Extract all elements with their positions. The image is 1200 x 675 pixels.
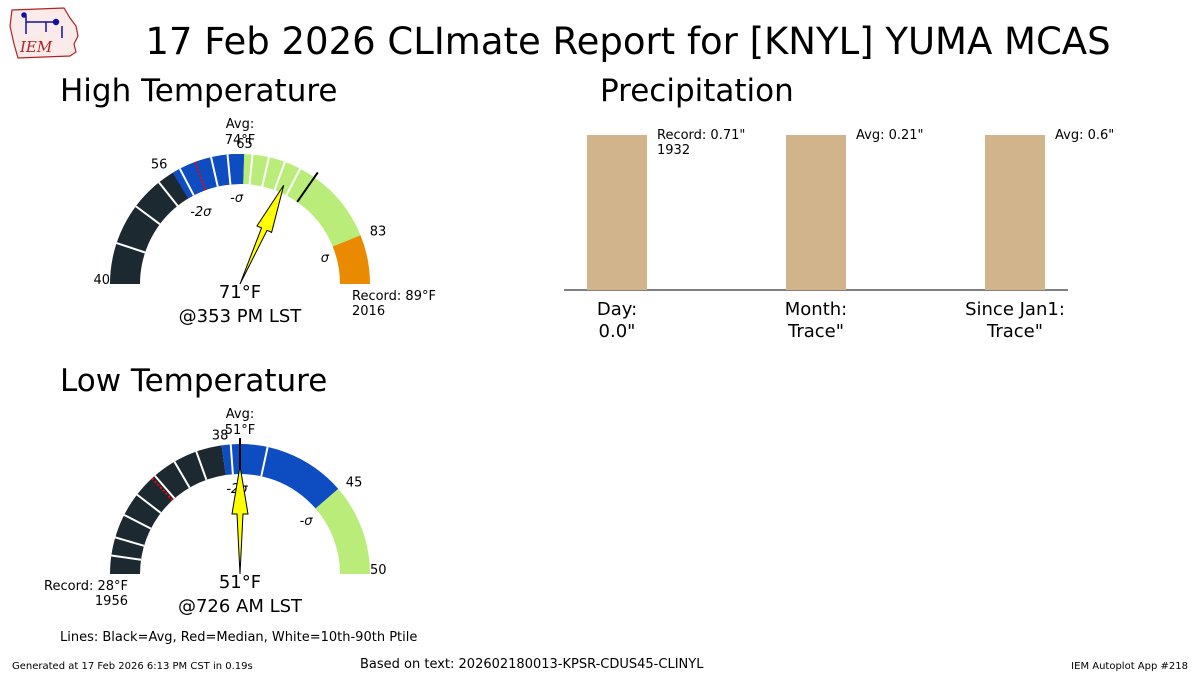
median-line: [151, 477, 174, 502]
percentile-line: [136, 493, 162, 514]
high-temperature-title: High Temperature: [60, 73, 337, 109]
median-line: [194, 161, 207, 191]
precip-category-label: Month: Trace": [785, 299, 847, 342]
percentile-line: [135, 205, 161, 225]
percentile-line: [158, 181, 179, 207]
precipitation-title: Precipitation: [600, 73, 794, 109]
page-title: 17 Feb 2026 CLImate Report for [KNYL] YU…: [145, 20, 1110, 63]
tick-label: 50: [370, 563, 387, 578]
record-label: Record: 89°F 2016: [352, 289, 436, 319]
precip-bar: [786, 135, 846, 290]
percentile-line: [195, 451, 208, 481]
percentile-line: [248, 154, 254, 185]
precip-bar: [985, 135, 1045, 290]
percentile-line: [111, 554, 142, 561]
gauge-band: [332, 235, 370, 284]
tick-label: 83: [370, 224, 387, 239]
source-text-note: Based on text: 202602180013-KPSR-CDUS45-…: [360, 657, 704, 672]
percentile-line: [273, 161, 286, 191]
tick-label: 65: [236, 137, 253, 152]
precipitation-chart: Record: 0.71" 1932 Day: 0.0" Avg: 0.21" Month…: [564, 128, 1114, 342]
low-temperature-title: Low Temperature: [60, 363, 327, 399]
record-label: Record: 28°F 1956: [44, 579, 128, 609]
precip-bar-label: Avg: 0.6": [1055, 128, 1114, 143]
sigma-label: -σ: [300, 514, 314, 529]
precip-bar: [587, 135, 647, 290]
needle-arrow: [231, 465, 249, 575]
percentile-line: [178, 168, 195, 196]
observed-value: 71°F: [219, 282, 261, 303]
iowa-outline: [9, 7, 79, 59]
observed-time: @726 AM LST: [178, 596, 303, 617]
iem-logo: IEM: [9, 7, 79, 59]
tick-label: 45: [346, 475, 363, 490]
percentile-line: [229, 444, 234, 475]
sigma-label: -2σ: [190, 205, 212, 220]
percentile-line: [210, 157, 219, 187]
gauge-band: [221, 443, 339, 509]
sigma-label: σ: [321, 251, 330, 266]
percentile-line: [173, 461, 191, 489]
percentile-line: [226, 154, 232, 185]
high-temperature-gauge: 40 56 65 83 -2σ -σ σ Avg: 74°F 71°F @353 PM LST Rec…: [93, 117, 436, 327]
average-line: [296, 171, 319, 203]
tick-label: 40: [93, 273, 110, 288]
tick-label: 38: [212, 428, 229, 443]
generated-note: Generated at 17 Feb 2026 6:13 PM CST in …: [12, 661, 253, 672]
average-label: Avg: 74°F: [225, 117, 256, 148]
average-label: Avg: 51°F: [225, 407, 256, 438]
percentile-line: [154, 475, 176, 500]
percentile-line: [114, 536, 145, 547]
percentile-line: [260, 446, 269, 477]
precip-category-label: Day: 0.0": [597, 299, 637, 342]
precip-bar-label: Avg: 0.21": [856, 128, 924, 143]
app-id-note: IEM Autoplot App #218: [1071, 661, 1188, 672]
precip-category-label: Since Jan1: Trace": [965, 299, 1065, 342]
percentile-line: [123, 514, 152, 530]
sigma-label: -σ: [230, 191, 244, 206]
gauge-band: [315, 488, 370, 574]
logo-text: IEM: [19, 38, 53, 56]
needle-arrow: [239, 184, 285, 285]
weather-station-icon: [21, 12, 63, 38]
percentile-line: [116, 242, 146, 254]
observed-time: @353 PM LST: [179, 306, 303, 327]
gauge-band: [297, 177, 361, 247]
gauge-band: [110, 445, 226, 574]
lines-legend: Lines: Black=Avg, Red=Median, White=10th…: [60, 630, 417, 645]
tick-label: 56: [151, 157, 168, 172]
precip-bar-label: Record: 0.71" 1932: [657, 128, 745, 158]
percentile-line: [285, 168, 302, 196]
observed-value: 51°F: [219, 572, 261, 593]
percentile-line: [261, 157, 270, 187]
